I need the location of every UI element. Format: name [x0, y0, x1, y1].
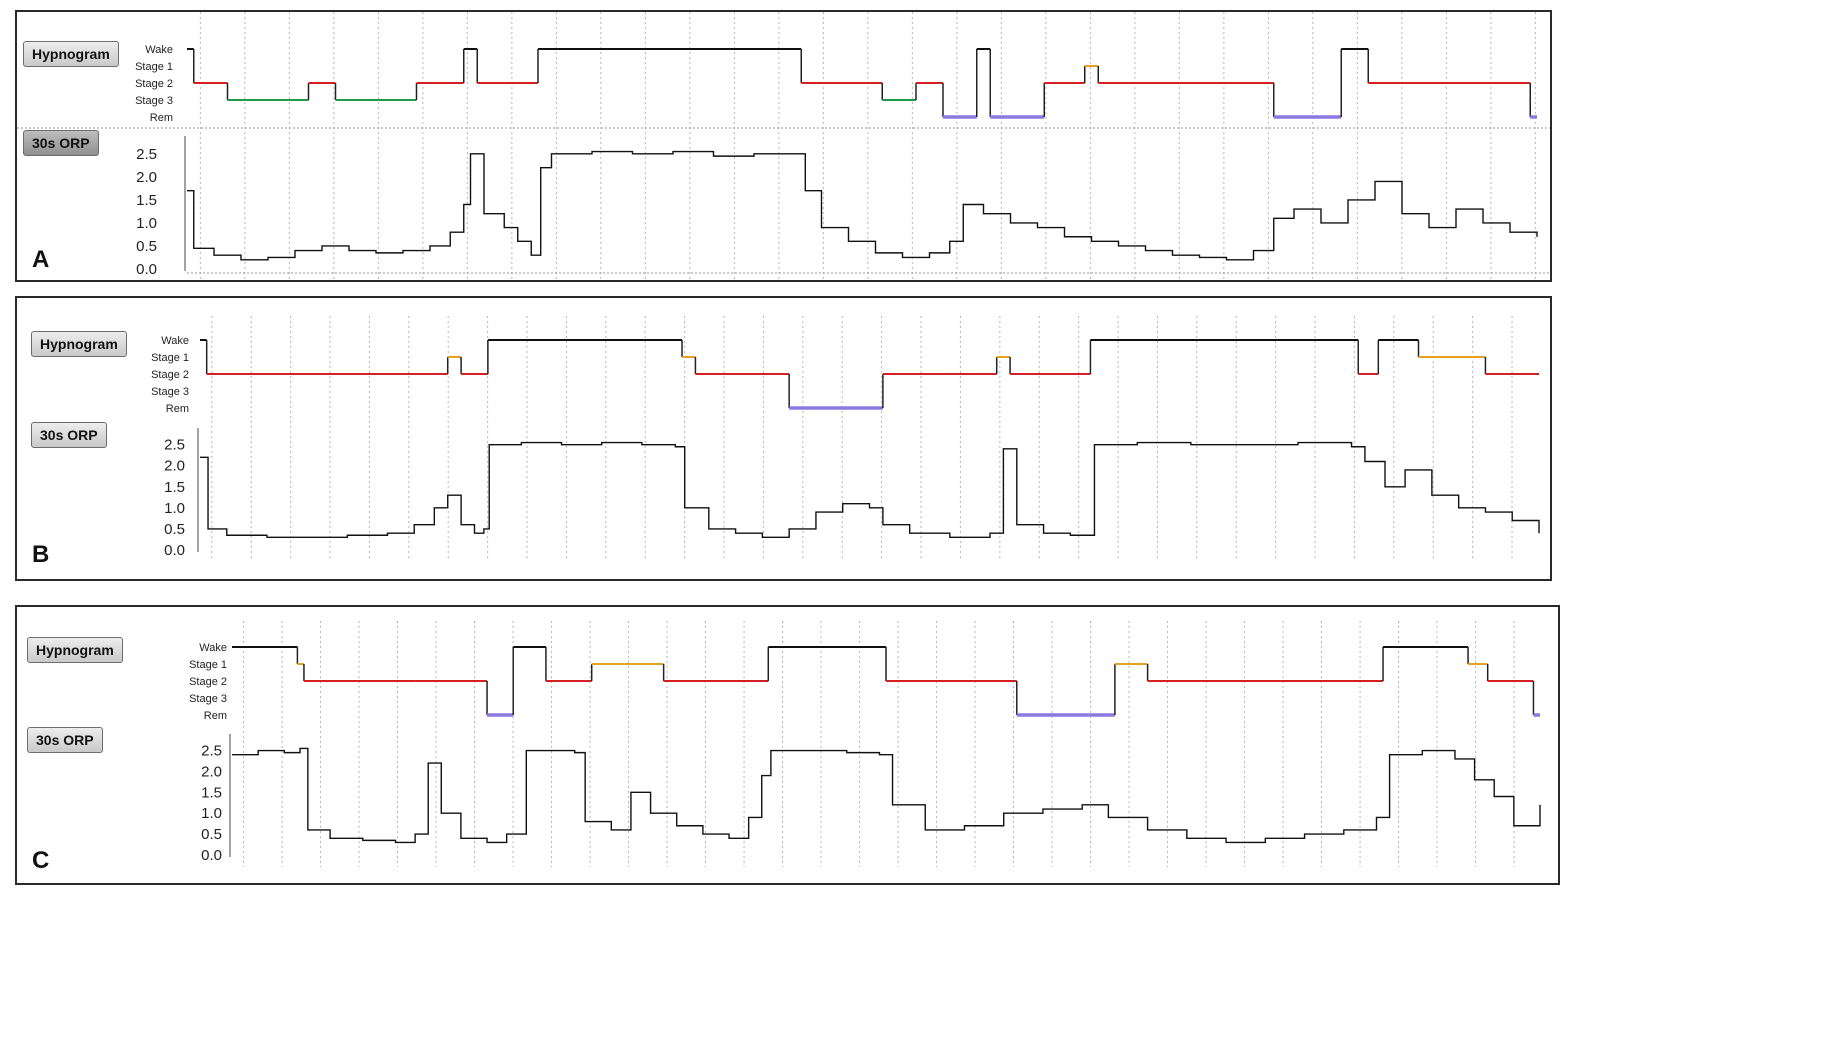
orp-tick-label: 0.0: [136, 261, 157, 278]
orp-label: 30s ORP: [31, 422, 107, 448]
orp-trace: [232, 747, 1541, 844]
orp-tick-label: 2.5: [201, 743, 222, 760]
hypnogram-label: Hypnogram: [31, 331, 127, 357]
orp-tick-label: 2.0: [201, 763, 222, 780]
orp-label: 30s ORP: [23, 130, 99, 156]
orp-trace: [187, 150, 1538, 261]
stage-label: Wake: [145, 44, 173, 56]
orp-label: 30s ORP: [27, 727, 103, 753]
panel-letter: B: [32, 541, 50, 568]
orp-trace: [200, 441, 1540, 539]
orp-tick-label: 0.0: [201, 847, 222, 864]
stage-label: Stage 3: [135, 95, 173, 107]
hypnogram-label: Hypnogram: [23, 41, 119, 67]
orp-tick-label: 2.0: [164, 458, 185, 475]
orp-tick-label: 1.0: [201, 805, 222, 822]
panel-letter: C: [32, 847, 50, 874]
orp-tick-label: 2.0: [136, 169, 157, 186]
hypnogram-label: Hypnogram: [27, 637, 123, 663]
stage-label: Stage 3: [151, 386, 189, 398]
panel-b: Hypnogram 30s ORP Wake Stage 1 Stage 2 Stag…: [15, 296, 1552, 581]
orp-tick-label: 2.5: [164, 437, 185, 454]
panel-c: Hypnogram 30s ORP Wake Stage 1 Stage 2 Stag…: [15, 605, 1560, 885]
chart-c: Wake Stage 1 Stage 2 Stage 3 Rem 0.0 0.5 1.0 1.5…: [189, 621, 1541, 867]
stage-label: Stage 2: [151, 369, 189, 381]
orp-tick-label: 1.5: [164, 479, 185, 496]
orp-tick-label: 0.5: [136, 238, 157, 255]
stage-label: Stage 1: [151, 352, 189, 364]
stage-label: Stage 3: [189, 693, 227, 705]
orp-tick-label: 0.0: [164, 542, 185, 559]
orp-tick-label: 1.0: [164, 500, 185, 517]
stage-label: Rem: [150, 112, 173, 124]
chart-a: Wake Stage 1 Stage 2 Stage 3 Rem 0.0 0.5 1.0 1.5…: [17, 12, 1550, 280]
orp-tick-label: 1.5: [201, 784, 222, 801]
stage-label: Stage 2: [189, 676, 227, 688]
panel-a: Hypnogram 30s ORP Wake Stage 1 Stage 2 Stag…: [15, 10, 1552, 282]
orp-tick-label: 2.5: [136, 146, 157, 163]
orp-tick-label: 0.5: [164, 521, 185, 538]
stage-label: Wake: [161, 335, 189, 347]
stage-label: Rem: [166, 403, 189, 415]
stage-label: Stage 1: [135, 61, 173, 73]
orp-tick-label: 1.0: [136, 215, 157, 232]
stage-label: Stage 2: [135, 78, 173, 90]
panel-letter: A: [32, 246, 50, 273]
orp-tick-label: 0.5: [201, 826, 222, 843]
stage-label: Wake: [199, 642, 227, 654]
stage-label: Rem: [204, 710, 227, 722]
orp-tick-label: 1.5: [136, 192, 157, 209]
stage-label: Stage 1: [189, 659, 227, 671]
chart-b: Wake Stage 1 Stage 2 Stage 3 Rem 0.0 0.5 1.0 1.5…: [151, 316, 1540, 560]
